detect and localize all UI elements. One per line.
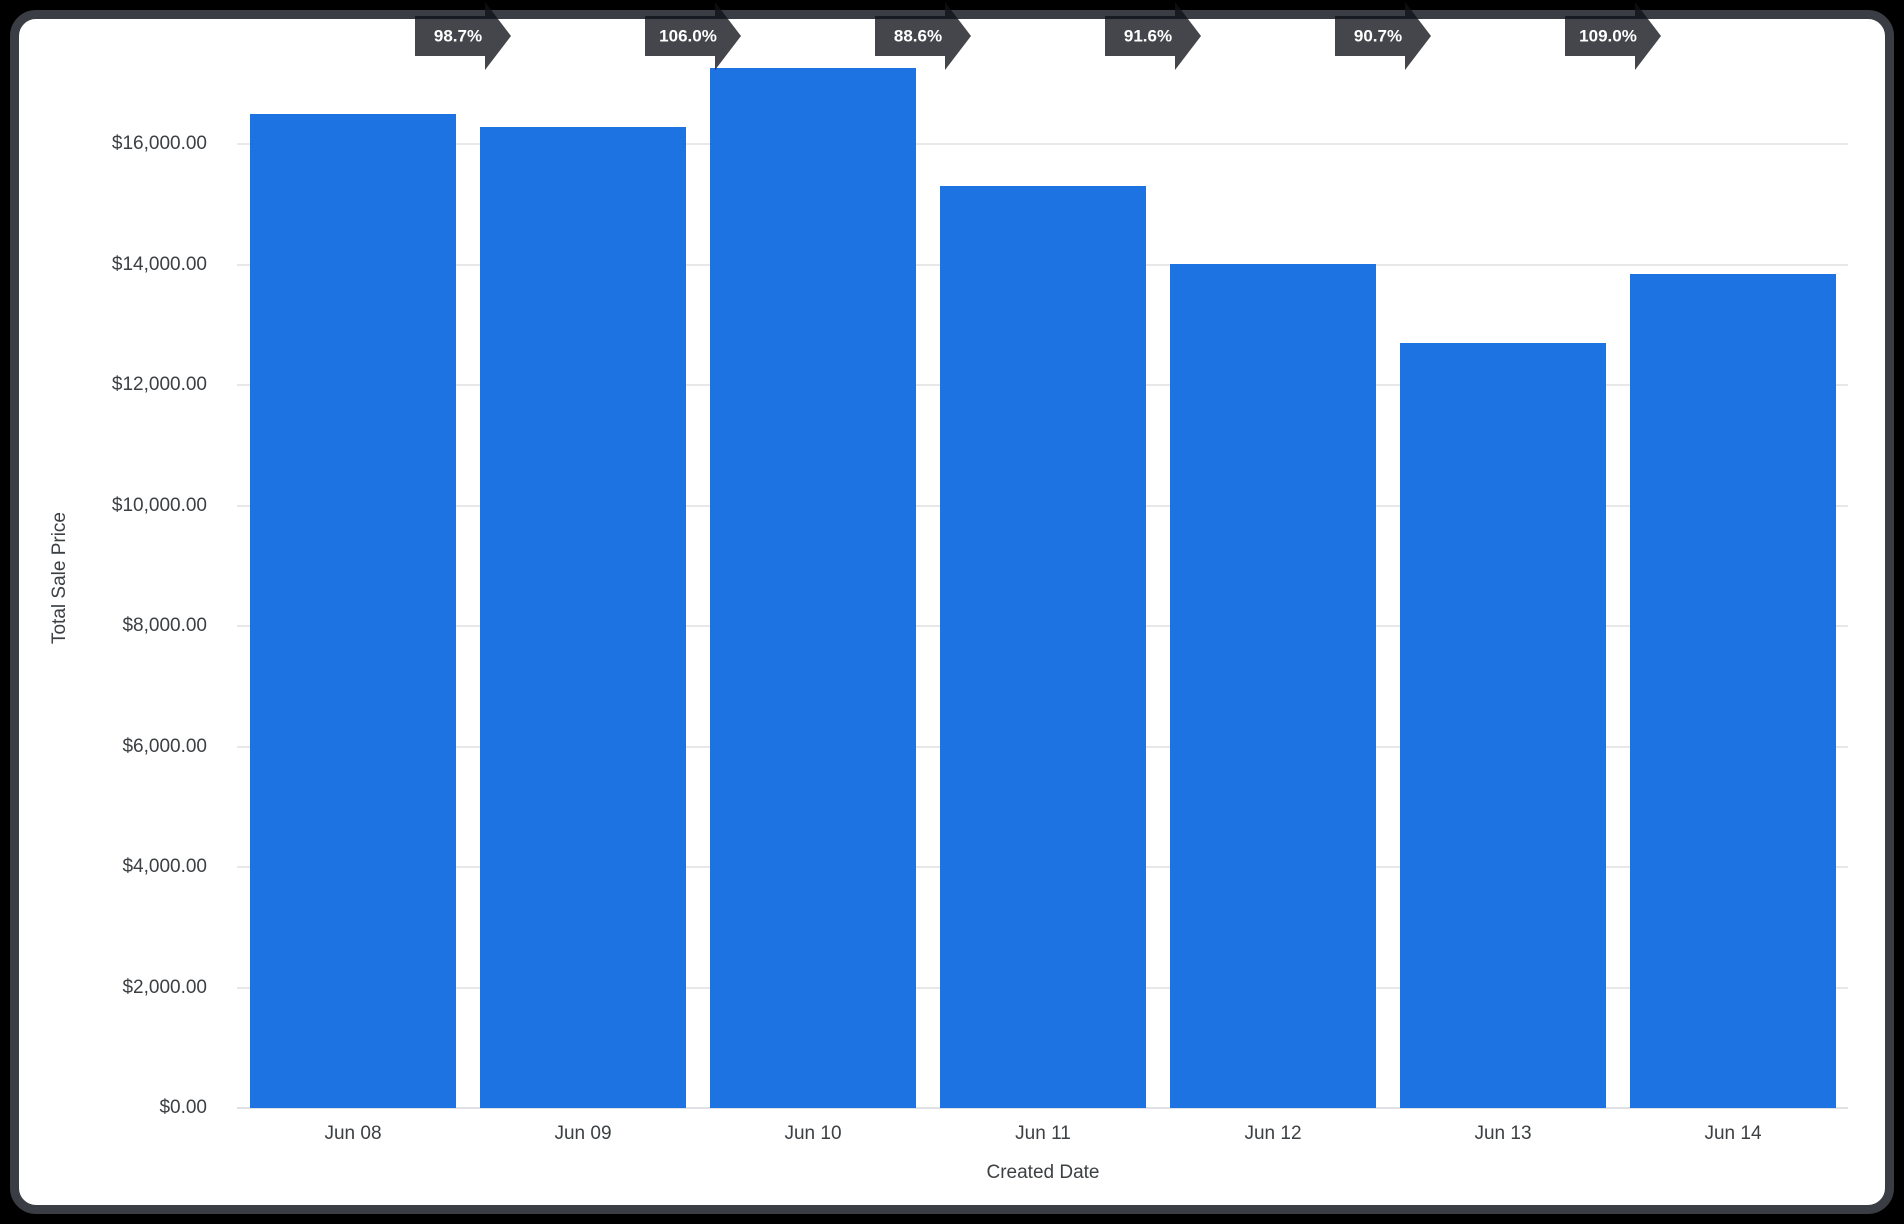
- y-axis-title: Total Sale Price: [49, 511, 70, 645]
- comparison-arrow-106.0pct: 106.0%: [645, 2, 741, 70]
- y-tick-label: $0.00: [159, 1097, 207, 1118]
- bar-jun-11[interactable]: [940, 186, 1146, 1108]
- arrow-percentage-label: 98.7%: [434, 27, 482, 46]
- comparison-arrow-98.7pct: 98.7%: [415, 2, 511, 70]
- arrow-percentage-label: 90.7%: [1354, 27, 1402, 46]
- bar-jun-08[interactable]: [250, 113, 456, 1108]
- arrow-percentage-label: 91.6%: [1124, 27, 1172, 46]
- y-tick-label: $14,000.00: [111, 253, 207, 275]
- x-tick-label: Jun 10: [784, 1123, 842, 1144]
- arrow-percentage-label: 106.0%: [659, 27, 717, 46]
- arrow-percentage-label: 88.6%: [894, 27, 942, 46]
- arrow-shape-icon: [1335, 2, 1431, 70]
- arrow-shape-icon: [415, 2, 511, 70]
- comparison-arrow-88.6pct: 88.6%: [875, 2, 971, 70]
- gridline-16000: [237, 143, 1848, 145]
- comparison-arrow-91.6pct: 91.6%: [1105, 2, 1201, 70]
- x-tick-label: Jun 11: [1015, 1123, 1071, 1144]
- bar-jun-12[interactable]: [1170, 263, 1376, 1108]
- comparison-arrow-90.7pct: 90.7%: [1335, 2, 1431, 70]
- bar-jun-13[interactable]: [1400, 342, 1606, 1108]
- bar-jun-09[interactable]: [480, 126, 686, 1108]
- y-tick-label: $4,000.00: [122, 856, 207, 877]
- comparison-arrow-109.0pct: 109.0%: [1565, 2, 1661, 70]
- y-tick-label: $16,000.00: [111, 133, 207, 154]
- arrow-shape-icon: [645, 2, 741, 70]
- bar-jun-14[interactable]: [1630, 273, 1836, 1108]
- y-tick-label: $12,000.00: [111, 374, 207, 395]
- x-tick-label: Jun 09: [554, 1123, 612, 1144]
- x-tick-label: Jun 14: [1704, 1123, 1762, 1144]
- arrow-shape-icon: [875, 2, 971, 70]
- arrow-percentage-label: 109.0%: [1579, 27, 1637, 46]
- gridline-0: [237, 1107, 1848, 1109]
- bar-jun-10[interactable]: [710, 67, 916, 1108]
- x-axis-title: Created Date: [986, 1162, 1100, 1183]
- x-tick-label: Jun 13: [1474, 1123, 1532, 1144]
- x-tick-label: Jun 12: [1244, 1123, 1302, 1144]
- y-tick-label: $2,000.00: [122, 976, 207, 998]
- y-tick-label: $6,000.00: [122, 735, 207, 757]
- x-tick-label: Jun 08: [324, 1123, 382, 1144]
- y-tick-label: $10,000.00: [111, 494, 207, 516]
- arrow-shape-icon: [1565, 2, 1661, 70]
- y-tick-label: $8,000.00: [122, 615, 207, 636]
- arrow-shape-icon: [1105, 2, 1201, 70]
